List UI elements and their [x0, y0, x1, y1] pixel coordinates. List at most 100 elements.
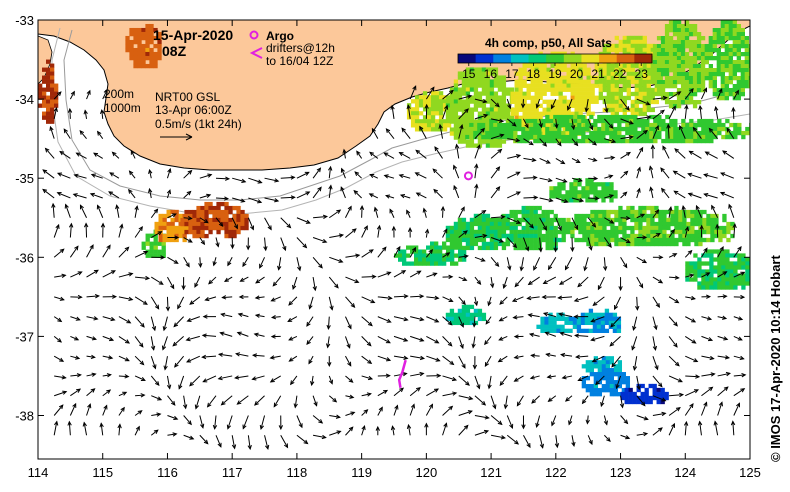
- sst-pixel: [704, 60, 709, 65]
- sst-pixel: [561, 217, 566, 223]
- sst-pixel: [630, 217, 635, 223]
- sst-pixel: [593, 356, 599, 361]
- current-arrow: [177, 296, 185, 310]
- current-arrow: [490, 98, 500, 108]
- sst-pixel: [620, 395, 625, 401]
- sst-pixel: [157, 51, 162, 57]
- sst-pixel: [664, 72, 670, 77]
- current-arrow: [280, 195, 296, 200]
- sst-pixel: [582, 95, 587, 100]
- sst-pixel: [157, 35, 162, 41]
- sst-pixel: [681, 138, 686, 144]
- current-arrow: [442, 316, 453, 326]
- sst-pixel: [697, 265, 702, 270]
- sst-pixel: [414, 127, 420, 132]
- sst-pixel: [684, 80, 690, 85]
- sst-pixel: [497, 237, 503, 243]
- sst-pixel: [662, 233, 667, 239]
- sst-pixel: [705, 269, 710, 274]
- sst-pixel: [744, 72, 749, 77]
- sst-pixel: [549, 190, 554, 195]
- sst-pixel: [692, 92, 698, 97]
- sst-pixel: [522, 83, 527, 88]
- sst-pixel: [553, 126, 558, 132]
- sst-pixel: [660, 60, 666, 65]
- sst-pixel: [737, 126, 742, 132]
- sst-pixel: [422, 253, 427, 258]
- sst-pixel: [162, 237, 167, 243]
- x-tick-label: 121: [480, 465, 502, 480]
- current-arrow: [172, 336, 184, 347]
- sst-pixel: [605, 138, 610, 144]
- sst-pixel: [582, 71, 587, 76]
- sst-pixel: [586, 83, 591, 88]
- current-arrow: [130, 149, 136, 159]
- current-arrow: [523, 435, 531, 449]
- sst-pixel: [581, 364, 587, 369]
- sst-pixel: [562, 75, 567, 80]
- current-arrow: [722, 150, 735, 159]
- current-arrow: [90, 173, 103, 179]
- y-axis: -33-34-35-36-37-38: [15, 13, 750, 423]
- sst-pixel: [725, 249, 730, 254]
- current-arrow: [587, 138, 598, 146]
- sst-pixel: [553, 233, 558, 239]
- sst-pixel: [414, 119, 420, 124]
- sst-pixel: [449, 131, 455, 136]
- sst-pixel: [618, 63, 623, 69]
- sst-pixel: [514, 91, 519, 96]
- current-arrow: [668, 228, 675, 238]
- current-arrow: [600, 395, 605, 408]
- sst-pixel: [617, 392, 623, 397]
- current-arrow: [685, 389, 700, 397]
- sst-pixel: [557, 217, 562, 223]
- sst-pixel: [50, 87, 55, 92]
- sst-pixel: [644, 399, 649, 405]
- sst-pixel: [477, 233, 483, 239]
- current-arrow: [288, 335, 298, 341]
- sst-pixel: [513, 118, 518, 124]
- sst-pixel: [493, 233, 499, 239]
- sst-pixel: [672, 20, 678, 25]
- current-arrow: [668, 206, 673, 218]
- current-arrow: [514, 276, 524, 288]
- current-arrow: [679, 124, 686, 139]
- sst-pixel: [673, 130, 678, 136]
- current-arrow: [293, 395, 298, 409]
- sst-pixel: [510, 107, 515, 112]
- sst-pixel: [402, 249, 407, 254]
- current-arrow: [306, 336, 314, 346]
- sst-pixel: [652, 44, 658, 49]
- sst-pixel: [453, 320, 459, 326]
- sst-pixel: [652, 395, 657, 401]
- sst-pixel: [613, 138, 618, 144]
- sst-pixel: [505, 126, 510, 132]
- sst-pixel: [638, 233, 643, 239]
- sst-pixel: [618, 209, 623, 215]
- sst-pixel: [450, 261, 455, 266]
- sst-pixel: [545, 229, 550, 235]
- sst-pixel: [701, 118, 706, 124]
- sst-pixel: [652, 48, 658, 53]
- colorbar-tick-label: 23: [635, 67, 649, 81]
- sst-pixel: [493, 67, 499, 72]
- sst-pixel: [605, 368, 611, 373]
- sst-pixel: [453, 83, 459, 88]
- sst-pixel: [609, 198, 614, 203]
- sst-pixel: [574, 103, 579, 108]
- sst-pixel: [728, 20, 733, 25]
- current-arrow: [591, 355, 605, 363]
- sst-pixel: [625, 114, 630, 120]
- sst-pixel: [485, 91, 491, 96]
- sst-pixel: [652, 64, 658, 69]
- sst-pixel: [602, 79, 607, 85]
- sst-pixel: [578, 67, 583, 72]
- current-arrow: [442, 336, 453, 347]
- sst-pixel: [212, 217, 217, 223]
- current-arrow: [128, 188, 136, 199]
- sst-pixel: [50, 91, 55, 96]
- sst-pixel: [656, 88, 662, 93]
- sst-pixel: [660, 391, 665, 397]
- sst-pixel: [50, 103, 55, 108]
- current-arrow: [442, 391, 458, 397]
